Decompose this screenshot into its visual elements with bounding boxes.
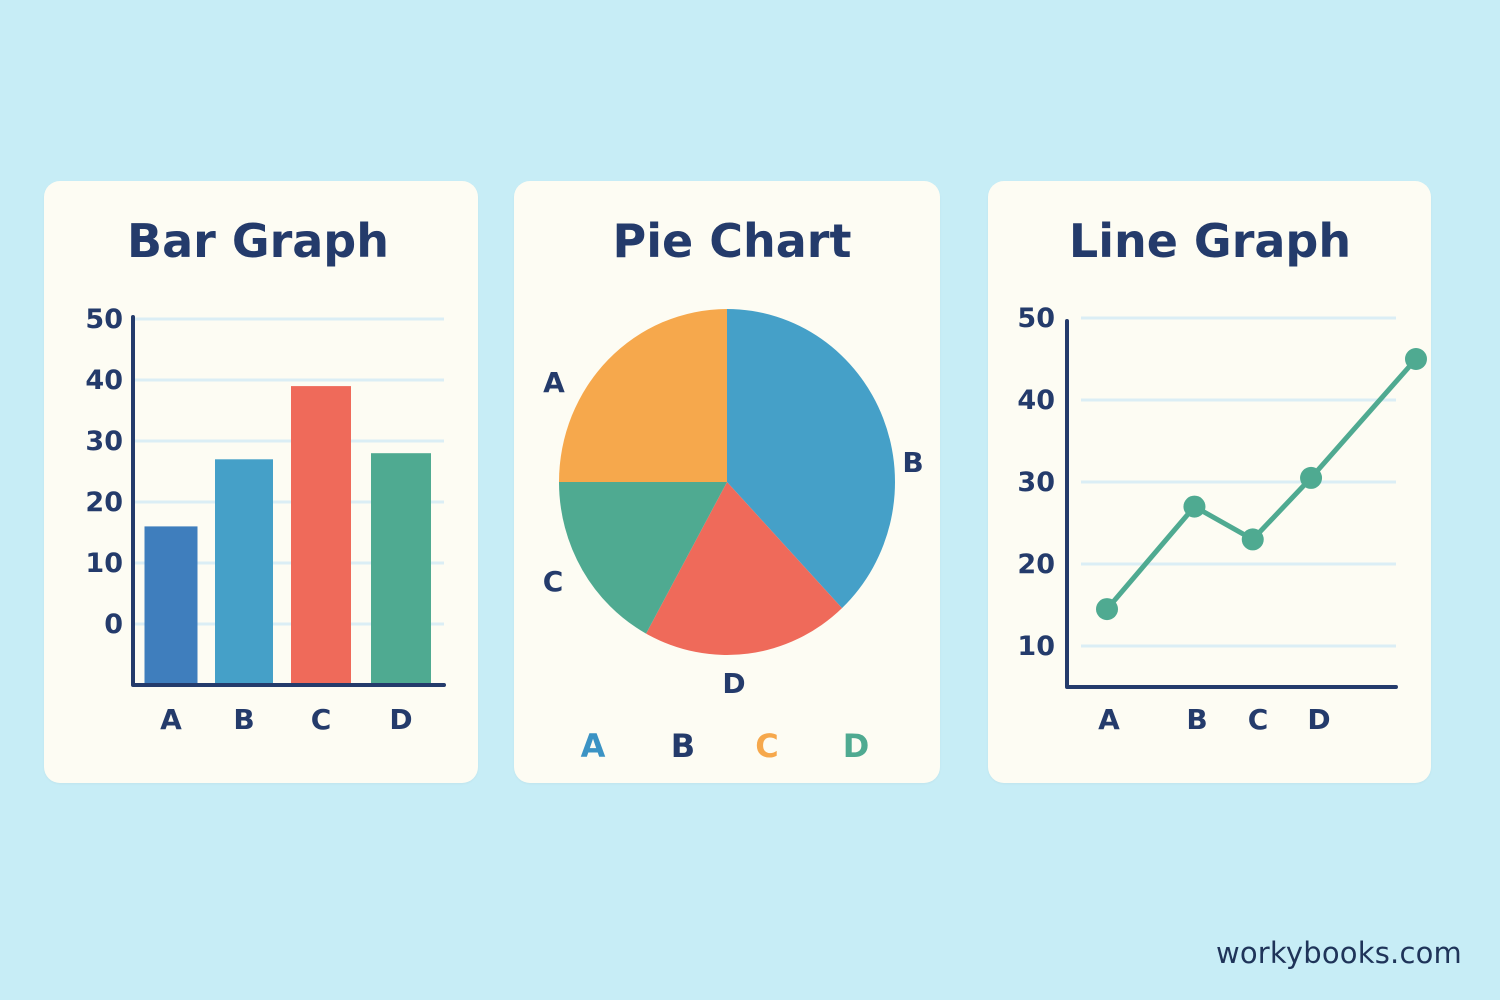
watermark-text: workybooks.com xyxy=(1215,936,1462,970)
bar-a xyxy=(144,526,198,685)
line-data-point xyxy=(1096,598,1118,621)
pie-slice-c xyxy=(559,482,727,634)
bar-y-tick-label: 20 xyxy=(85,487,123,518)
bar-y-tick-label: 50 xyxy=(85,304,123,335)
line-data-point xyxy=(1183,495,1206,518)
line-y-tick-label: 50 xyxy=(1017,303,1055,334)
bar-x-tick-label: B xyxy=(233,703,254,736)
pie-legend-item-d: D xyxy=(843,727,870,765)
pie-slice-label-d: D xyxy=(722,667,745,700)
pie-slice-b xyxy=(727,309,895,609)
pie-slice-label-b: B xyxy=(902,446,923,479)
bar-b xyxy=(215,459,273,685)
bar-x-tick-label: C xyxy=(311,703,332,736)
bar-y-tick-label: 10 xyxy=(85,548,123,579)
line-x-tick-label: C xyxy=(1248,703,1269,736)
bar-y-tick-label: 40 xyxy=(85,365,123,396)
pie-slice-d xyxy=(646,482,843,655)
bar-graph-card: Bar Graph 0 10 20 30 40 50 A B C D xyxy=(44,181,478,783)
line-y-tick-label: 30 xyxy=(1017,467,1055,498)
bar-x-tick-label: A xyxy=(160,703,182,736)
line-y-tick-label: 40 xyxy=(1017,385,1055,416)
pie-chart-title: Pie Chart xyxy=(613,214,852,268)
line-x-tick-label: D xyxy=(1307,703,1330,736)
bar-c xyxy=(291,386,351,685)
line-y-tick-label: 10 xyxy=(1017,631,1055,662)
line-axes-line xyxy=(1065,319,1398,689)
bar-graph-svg: Bar Graph 0 10 20 30 40 50 A B C D xyxy=(85,214,446,736)
line-data-point xyxy=(1300,466,1323,489)
line-graph-svg: Line Graph 10 20 30 40 50 A B C D xyxy=(1017,214,1427,736)
bar-d xyxy=(371,453,431,685)
line-series-path xyxy=(1104,356,1419,612)
pie-legend-item-a: A xyxy=(581,727,606,765)
pie-slice-label-c: C xyxy=(543,565,564,598)
line-graph-title: Line Graph xyxy=(1069,214,1351,268)
line-graph-card: Line Graph 10 20 30 40 50 A B C D xyxy=(988,181,1431,783)
line-x-tick-label: A xyxy=(1098,703,1120,736)
line-y-tick-label: 20 xyxy=(1017,549,1055,580)
bar-x-tick-label: D xyxy=(389,703,412,736)
line-x-tick-label: B xyxy=(1186,703,1207,736)
bar-y-tick-label: 30 xyxy=(85,426,123,457)
bar-axes-line xyxy=(131,315,446,687)
line-data-point xyxy=(1404,348,1427,370)
bar-y-tick-label: 0 xyxy=(104,609,123,640)
line-data-point xyxy=(1241,528,1264,551)
pie-slice-a xyxy=(559,309,727,482)
pie-slice-label-a: A xyxy=(543,366,565,399)
pie-legend-item-c: C xyxy=(755,727,778,765)
pie-legend-item-b: B xyxy=(671,727,695,765)
bar-graph-title: Bar Graph xyxy=(127,214,389,268)
